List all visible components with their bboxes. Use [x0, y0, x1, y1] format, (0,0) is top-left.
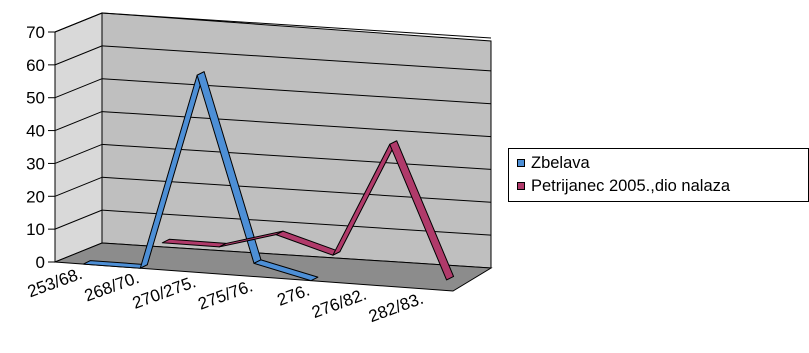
legend-swatch-0 [517, 159, 525, 167]
gridline-back [101, 78, 492, 105]
gridline-side [54, 209, 103, 230]
y-tick-label: 30 [26, 154, 45, 173]
x-tick-label: 270/275. [130, 272, 199, 312]
gridline-side [54, 143, 103, 164]
legend-label-1: Petrijanec 2005.,dio nalaza [531, 176, 731, 195]
gridline-side [54, 111, 103, 132]
legend-label-0: Zbelava [531, 153, 590, 172]
y-tick-label: 10 [26, 220, 45, 239]
gridline-side [54, 176, 103, 197]
legend-item-1: Petrijanec 2005.,dio nalaza [517, 176, 730, 196]
x-tick-label: 276/82. [309, 285, 369, 322]
x-tick-label: 253/68. [25, 264, 85, 301]
gridline-back [101, 45, 492, 72]
gridline-back [101, 111, 492, 138]
y-axis-ticks: 0 10 20 30 40 50 60 70 [26, 23, 55, 272]
y-tick-label: 70 [26, 23, 45, 42]
gridline-side [54, 45, 103, 66]
side-wall [54, 12, 103, 263]
y-tick-label: 0 [36, 253, 45, 272]
gridline-back [101, 12, 492, 39]
series-segment-0 [253, 259, 319, 282]
gridline-back [101, 143, 492, 170]
gridline-side [54, 78, 103, 99]
y-tick-label: 60 [26, 56, 45, 75]
chart-series [82, 71, 455, 282]
chart-gridlines [54, 12, 492, 236]
x-tick-label: 282/83. [366, 289, 426, 326]
chart-legend: Zbelava Petrijanec 2005.,dio nalaza [508, 148, 809, 202]
series-segment-1 [389, 140, 455, 281]
chart-planes [54, 12, 493, 292]
x-tick-label: 275/76. [196, 276, 256, 313]
legend-item-0: Zbelava [517, 153, 590, 173]
x-tick-label: 276. [275, 281, 313, 310]
y-tick-label: 40 [26, 122, 45, 141]
legend-swatch-1 [517, 182, 525, 190]
gridline-side [54, 12, 103, 33]
y-tick-label: 20 [26, 187, 45, 206]
y-tick-label: 50 [26, 89, 45, 108]
